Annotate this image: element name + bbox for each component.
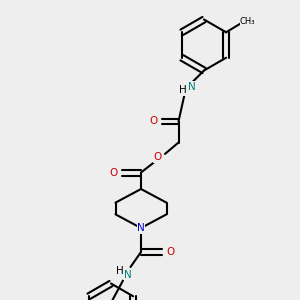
Text: H: H — [179, 85, 187, 95]
Text: O: O — [166, 247, 175, 257]
Text: N: N — [188, 82, 196, 92]
Text: O: O — [109, 167, 117, 178]
Text: O: O — [149, 116, 158, 127]
Text: N: N — [137, 223, 145, 233]
Text: CH₃: CH₃ — [240, 17, 255, 26]
Text: O: O — [153, 152, 162, 163]
Text: H: H — [116, 266, 123, 277]
Text: N: N — [124, 269, 131, 280]
